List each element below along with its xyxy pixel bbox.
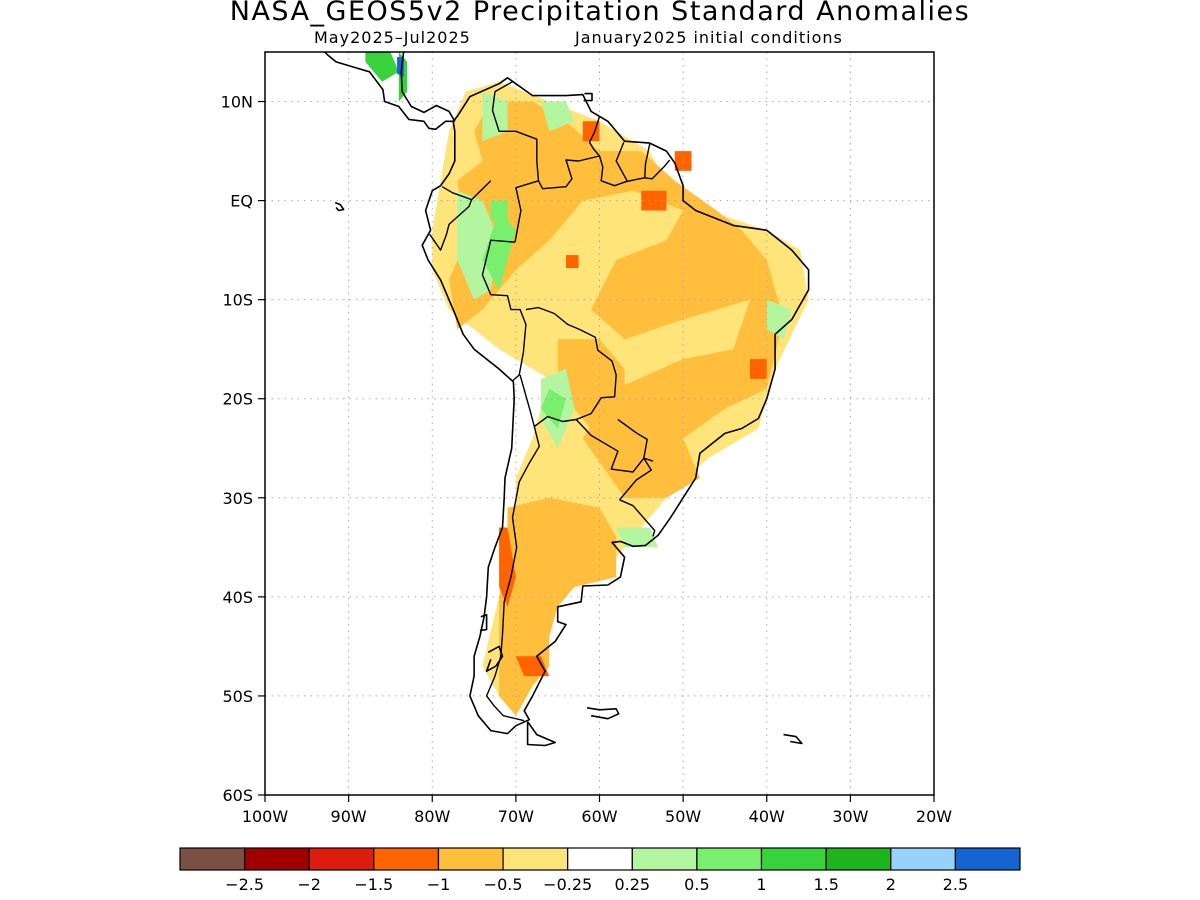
colorbar-label: 1.5 bbox=[813, 875, 838, 894]
border-11 bbox=[644, 143, 651, 178]
coastline-8 bbox=[479, 613, 488, 632]
anomaly-patch-14 bbox=[365, 52, 399, 82]
anomaly-patch-22 bbox=[566, 255, 579, 268]
border-8 bbox=[619, 457, 654, 501]
anomaly-patch-9 bbox=[766, 299, 792, 340]
colorbar-swatch bbox=[308, 847, 375, 871]
lat-tick-label: 10S bbox=[222, 291, 253, 310]
anomaly-patch-20 bbox=[641, 190, 667, 211]
anomaly-patch-21 bbox=[750, 359, 767, 379]
lat-tick-label: 40S bbox=[222, 588, 253, 607]
country-borders bbox=[429, 81, 671, 722]
colorbar-swatch bbox=[179, 847, 246, 871]
colorbar-swatch bbox=[890, 847, 956, 871]
border-9 bbox=[588, 116, 671, 187]
colorbar-label: 0.5 bbox=[684, 875, 709, 894]
lon-tick-label: 80W bbox=[414, 807, 450, 826]
colorbar-swatch bbox=[696, 847, 763, 871]
colorbar-swatch bbox=[760, 847, 827, 871]
colorbar-label: 1 bbox=[756, 875, 766, 894]
lat-tick-label: 30S bbox=[222, 489, 253, 508]
colorbar-swatch bbox=[954, 847, 1021, 871]
anomaly-patch-13 bbox=[490, 200, 508, 221]
lon-tick-label: 20W bbox=[916, 807, 952, 826]
anomaly-patch-23 bbox=[674, 151, 692, 171]
colorbar-label: −1 bbox=[427, 875, 451, 894]
lon-tick-label: 50W bbox=[665, 807, 701, 826]
lat-tick-label: 60S bbox=[222, 786, 253, 805]
colorbar: −2.5 −2 −1.5 −1 −0.5 −0.25 0.25 0.5 1 1.5 2 2.5 bbox=[179, 847, 1021, 894]
border-2 bbox=[429, 199, 473, 251]
colorbar-swatch bbox=[437, 847, 504, 871]
coastline-0 bbox=[421, 77, 810, 735]
colorbar-swatch bbox=[244, 847, 310, 871]
border-12 bbox=[537, 155, 600, 190]
lat-tick-label: 10N bbox=[221, 93, 253, 112]
anomaly-patch-7 bbox=[541, 101, 575, 132]
colorbar-swatch bbox=[567, 847, 633, 871]
coastline-9 bbox=[583, 92, 593, 102]
anomaly-patch-19 bbox=[582, 121, 600, 142]
colorbar-label: 2 bbox=[886, 875, 896, 894]
coastline-4 bbox=[526, 721, 557, 747]
colorbar-label: −2.5 bbox=[225, 875, 264, 894]
coastline-7 bbox=[334, 201, 345, 212]
anomaly-patch-4 bbox=[557, 339, 625, 429]
lat-lon-grid bbox=[265, 52, 934, 795]
colorbar-label: −0.25 bbox=[543, 875, 592, 894]
lat-tick-label: EQ bbox=[230, 192, 253, 211]
border-5 bbox=[525, 306, 617, 428]
border-7 bbox=[619, 499, 656, 537]
coastline-6 bbox=[783, 733, 803, 745]
border-0 bbox=[491, 81, 540, 243]
colorbar-swatch bbox=[502, 847, 569, 871]
colorbar-label: −0.5 bbox=[484, 875, 523, 894]
anomaly-patch-11 bbox=[482, 210, 516, 290]
colorbar-label: 2.5 bbox=[943, 875, 968, 894]
colorbar-swatch bbox=[825, 847, 892, 871]
lon-tick-label: 60W bbox=[581, 807, 617, 826]
lon-tick-label: 30W bbox=[832, 807, 868, 826]
border-6 bbox=[575, 418, 648, 473]
anomaly-patch-5 bbox=[457, 190, 500, 300]
coastline-1 bbox=[400, 52, 456, 122]
coastlines bbox=[323, 52, 810, 747]
axis-ticks: 10N EQ 10S 20S 30S 40S 50S 60S 100W 90W 80W 70W 60W 5… bbox=[221, 93, 953, 826]
anomaly-shading bbox=[365, 52, 809, 716]
border-4 bbox=[485, 374, 540, 722]
lon-tick-label: 90W bbox=[331, 807, 367, 826]
border-3 bbox=[481, 239, 527, 382]
border-1 bbox=[441, 180, 492, 201]
lon-tick-label: 100W bbox=[242, 807, 289, 826]
colorbar-swatch bbox=[373, 847, 439, 871]
lon-tick-label: 70W bbox=[498, 807, 534, 826]
anomaly-patch-10 bbox=[616, 527, 658, 548]
colorbar-label: 0.25 bbox=[614, 875, 650, 894]
initial-conditions: January2025 initial conditions bbox=[575, 28, 843, 47]
lon-tick-label: 40W bbox=[749, 807, 785, 826]
chart-title: NASA_GEOS5v2 Precipitation Standard Anom… bbox=[229, 0, 971, 27]
anomaly-patch-18 bbox=[515, 656, 550, 677]
forecast-period: May2025–Jul2025 bbox=[314, 28, 471, 47]
anomaly-patch-17 bbox=[499, 527, 516, 607]
lat-tick-label: 50S bbox=[222, 687, 253, 706]
border-10 bbox=[615, 141, 628, 182]
anomaly-patch-12 bbox=[541, 388, 566, 429]
colorbar-swatch bbox=[631, 847, 698, 871]
colorbar-label: −1.5 bbox=[354, 875, 393, 894]
lat-tick-label: 20S bbox=[222, 390, 253, 409]
colorbar-label: −2 bbox=[297, 875, 321, 894]
coastline-2 bbox=[323, 52, 455, 131]
coastline-5 bbox=[586, 707, 620, 720]
